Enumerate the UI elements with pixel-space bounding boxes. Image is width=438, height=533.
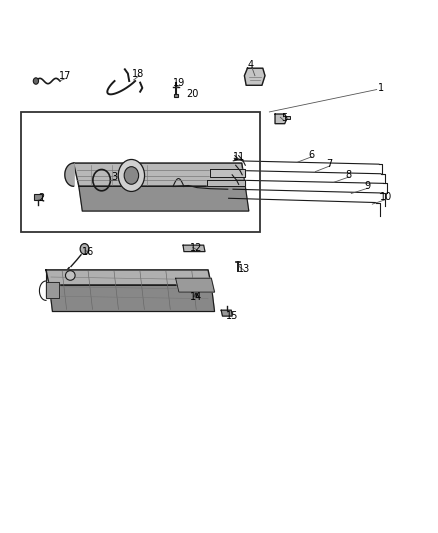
Text: 7: 7 bbox=[326, 159, 332, 168]
Text: 1: 1 bbox=[378, 83, 384, 93]
Polygon shape bbox=[46, 281, 59, 297]
Text: 15: 15 bbox=[226, 311, 238, 320]
Polygon shape bbox=[74, 163, 245, 186]
Text: 4: 4 bbox=[247, 60, 254, 70]
Polygon shape bbox=[183, 245, 205, 252]
Bar bbox=[174, 94, 178, 97]
FancyArrowPatch shape bbox=[68, 268, 69, 269]
Text: 10: 10 bbox=[380, 192, 392, 202]
Text: 9: 9 bbox=[364, 181, 370, 191]
Text: 20: 20 bbox=[187, 90, 199, 99]
Polygon shape bbox=[46, 270, 211, 285]
Bar bbox=[285, 116, 290, 119]
Text: 13: 13 bbox=[238, 264, 251, 274]
Bar bbox=[21, 112, 260, 232]
Text: 2: 2 bbox=[39, 193, 45, 203]
Circle shape bbox=[33, 78, 39, 84]
Text: 14: 14 bbox=[190, 293, 202, 302]
Text: 12: 12 bbox=[190, 243, 202, 253]
Text: 18: 18 bbox=[132, 69, 144, 78]
Polygon shape bbox=[65, 163, 74, 187]
Circle shape bbox=[118, 159, 145, 191]
Text: 19: 19 bbox=[173, 78, 185, 87]
Text: 3: 3 bbox=[111, 172, 117, 182]
Text: 16: 16 bbox=[81, 247, 94, 256]
Text: 8: 8 bbox=[345, 170, 351, 180]
Circle shape bbox=[124, 167, 138, 184]
Polygon shape bbox=[275, 114, 287, 124]
Text: 6: 6 bbox=[308, 150, 314, 159]
Polygon shape bbox=[244, 68, 265, 85]
Bar bbox=[34, 194, 42, 200]
Polygon shape bbox=[221, 310, 232, 316]
Text: 17: 17 bbox=[59, 71, 71, 81]
Polygon shape bbox=[207, 180, 245, 185]
Text: 5: 5 bbox=[281, 114, 287, 123]
Polygon shape bbox=[49, 285, 215, 311]
Polygon shape bbox=[210, 169, 245, 177]
Text: 11: 11 bbox=[233, 152, 245, 161]
Polygon shape bbox=[176, 278, 215, 292]
Polygon shape bbox=[79, 186, 249, 211]
Circle shape bbox=[80, 244, 89, 254]
Ellipse shape bbox=[65, 271, 75, 280]
